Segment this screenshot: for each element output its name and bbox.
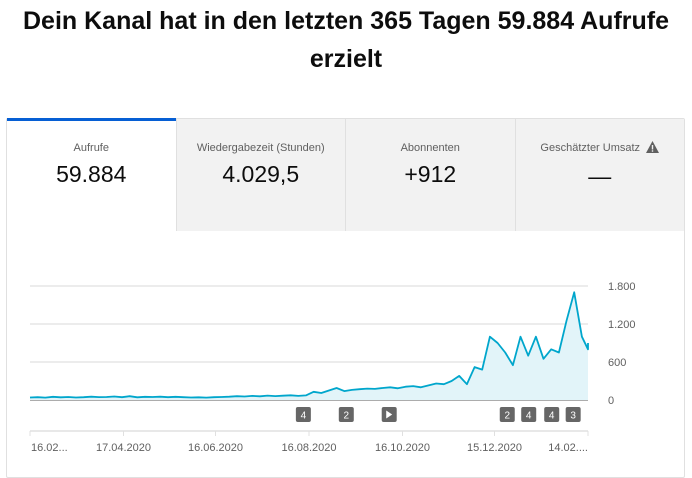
tab-value: 4.029,5 bbox=[222, 161, 300, 187]
y-tick-label: 1.200 bbox=[608, 319, 636, 331]
page-title: Dein Kanal hat in den letzten 365 Tagen … bbox=[23, 7, 669, 73]
area-fill bbox=[30, 292, 588, 400]
tab-label-wrap: Geschätzter Umsatz bbox=[516, 141, 685, 157]
x-tick-label: 16.08.2020 bbox=[281, 442, 336, 454]
marker-label: 2 bbox=[344, 411, 350, 422]
tab-umsatz[interactable]: Geschätzter Umsatz — bbox=[514, 119, 685, 231]
tab-label: Geschätzter Umsatz bbox=[540, 142, 641, 154]
x-tick-label: 16.10.2020 bbox=[375, 442, 430, 454]
tab-value: 59.884 bbox=[56, 161, 127, 187]
tab-label: Wiedergabezeit (Stunden) bbox=[196, 142, 325, 154]
y-tick-label: 1.800 bbox=[608, 281, 636, 293]
views-chart: 0 600 1.200 1.800 4 2 2 4 4 3 16.02... 17.04.2020 16… bbox=[29, 281, 636, 454]
marker-label: 3 bbox=[570, 411, 576, 422]
warning-icon[interactable] bbox=[646, 141, 660, 157]
marker-box bbox=[338, 407, 354, 422]
tab-wiedergabezeit[interactable]: Wiedergabezeit (Stunden) 4.029,5 bbox=[175, 119, 345, 231]
annotation-marker[interactable]: 2 bbox=[338, 407, 354, 422]
tab-abonnenten[interactable]: Abonnenten +912 bbox=[345, 119, 515, 231]
annotation-marker[interactable]: 4 bbox=[295, 407, 311, 422]
analytics-card: Aufrufe 59.884 Wiedergabezeit (Stunden) … bbox=[6, 118, 685, 478]
x-tick-label: 15.12.2020 bbox=[467, 442, 522, 454]
marker-box bbox=[565, 407, 581, 422]
metric-tabs: Aufrufe 59.884 Wiedergabezeit (Stunden) … bbox=[7, 118, 685, 231]
marker-label: 2 bbox=[504, 411, 510, 422]
marker-label: 4 bbox=[526, 411, 532, 422]
annotation-marker[interactable]: 3 bbox=[565, 407, 581, 422]
tab-label: Aufrufe bbox=[73, 142, 109, 154]
marker-label: 4 bbox=[549, 411, 555, 422]
x-tick-label: 16.06.2020 bbox=[188, 442, 243, 454]
views-line bbox=[29, 291, 589, 399]
x-tick-label: 16.02... bbox=[31, 442, 68, 454]
annotation-marker[interactable]: 4 bbox=[521, 407, 537, 422]
tab-value: +912 bbox=[404, 161, 457, 187]
tab-value: — bbox=[588, 163, 612, 189]
tab-label: Abonnenten bbox=[400, 142, 460, 154]
annotation-marker[interactable]: 2 bbox=[499, 407, 515, 422]
tab-aufrufe[interactable]: Aufrufe 59.884 bbox=[7, 118, 176, 231]
annotation-marker[interactable]: 4 bbox=[544, 407, 560, 422]
marker-box bbox=[295, 407, 311, 422]
annotation-marker[interactable] bbox=[381, 407, 397, 422]
marker-box bbox=[544, 407, 560, 422]
marker-label: 4 bbox=[301, 411, 307, 422]
x-tick-label: 17.04.2020 bbox=[96, 442, 151, 454]
play-icon bbox=[386, 410, 393, 419]
y-tick-label: 0 bbox=[608, 395, 614, 407]
x-tick-label: 14.02.... bbox=[548, 442, 588, 454]
marker-box bbox=[499, 407, 515, 422]
y-tick-label: 600 bbox=[608, 357, 626, 369]
marker-box bbox=[521, 407, 537, 422]
